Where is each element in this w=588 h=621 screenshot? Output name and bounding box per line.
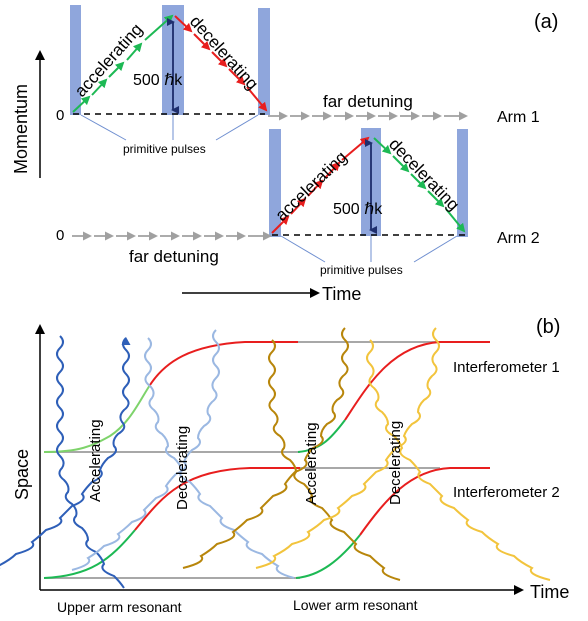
arm1-far-detuning: far detuning	[323, 92, 413, 111]
arm2-accel-arrows	[271, 136, 370, 234]
arm1-primitive-pulses: primitive pulses	[123, 142, 206, 156]
pulse-bar	[70, 5, 81, 115]
arm2-primitive-pulses: primitive pulses	[320, 263, 403, 277]
pulse-wave	[71, 329, 220, 571]
pulse-bar	[457, 129, 468, 237]
interferometer1-label: Interferometer 1	[453, 359, 560, 376]
arm1-label: Arm 1	[497, 109, 540, 126]
pulse-wave	[366, 339, 551, 581]
decel-arrows	[174, 15, 268, 112]
time-axis-b-label: Time	[530, 582, 569, 602]
pulse-wave	[182, 327, 349, 569]
decelerating-right-label: Decelerating	[387, 421, 404, 505]
laser-pulses	[0, 327, 551, 589]
momentum-axis-label: Momentum	[11, 84, 31, 174]
panel-a-tag: (a)	[534, 11, 558, 33]
arm2-decel-arrows	[373, 137, 466, 233]
pulse-wave	[144, 337, 295, 579]
pulse-bar	[258, 8, 270, 115]
arm2-far-detuning: far detuning	[129, 247, 219, 266]
arm1-pulse-pointers	[80, 114, 259, 141]
pulse-wave	[0, 337, 131, 568]
arm2-momentum-label: 500 ℏk	[333, 201, 383, 218]
pulse-wave	[255, 327, 440, 569]
accelerating-left-label: Accelerating	[87, 419, 104, 502]
interferometer2-label: Interferometer 2	[453, 484, 560, 501]
panel-a: (a) Momentum Time 0	[11, 5, 558, 304]
time-axis-label: Time	[322, 284, 361, 304]
lower-arm-resonant-label: Lower arm resonant	[293, 597, 418, 613]
pulse-wave	[56, 335, 125, 589]
upper-arm-resonant-label: Upper arm resonant	[57, 599, 182, 615]
arm1-momentum-label: 500 ℏk	[133, 72, 183, 89]
space-axis-label: Space	[12, 449, 32, 500]
panel-b-tag: (b)	[536, 316, 560, 338]
decelerating-left-label: Decelerating	[174, 426, 191, 510]
accelerating-right-label: Accelerating	[303, 422, 320, 505]
panel-b: (b) Space Time Interferometer 1 Inte	[0, 316, 569, 615]
arm1-zero: 0	[56, 107, 64, 124]
arm1-decelerating-label: decelerating	[186, 12, 262, 94]
pulse-bar	[269, 129, 281, 237]
arm2-pulse-pointers	[280, 235, 458, 263]
arm2-decelerating-label: decelerating	[385, 135, 463, 215]
interferometer1-paths	[43, 341, 490, 453]
arm2-label: Arm 2	[497, 230, 540, 247]
arm2-zero: 0	[56, 227, 64, 244]
pulse-wave	[268, 339, 401, 581]
interferometer2-paths	[43, 467, 490, 579]
